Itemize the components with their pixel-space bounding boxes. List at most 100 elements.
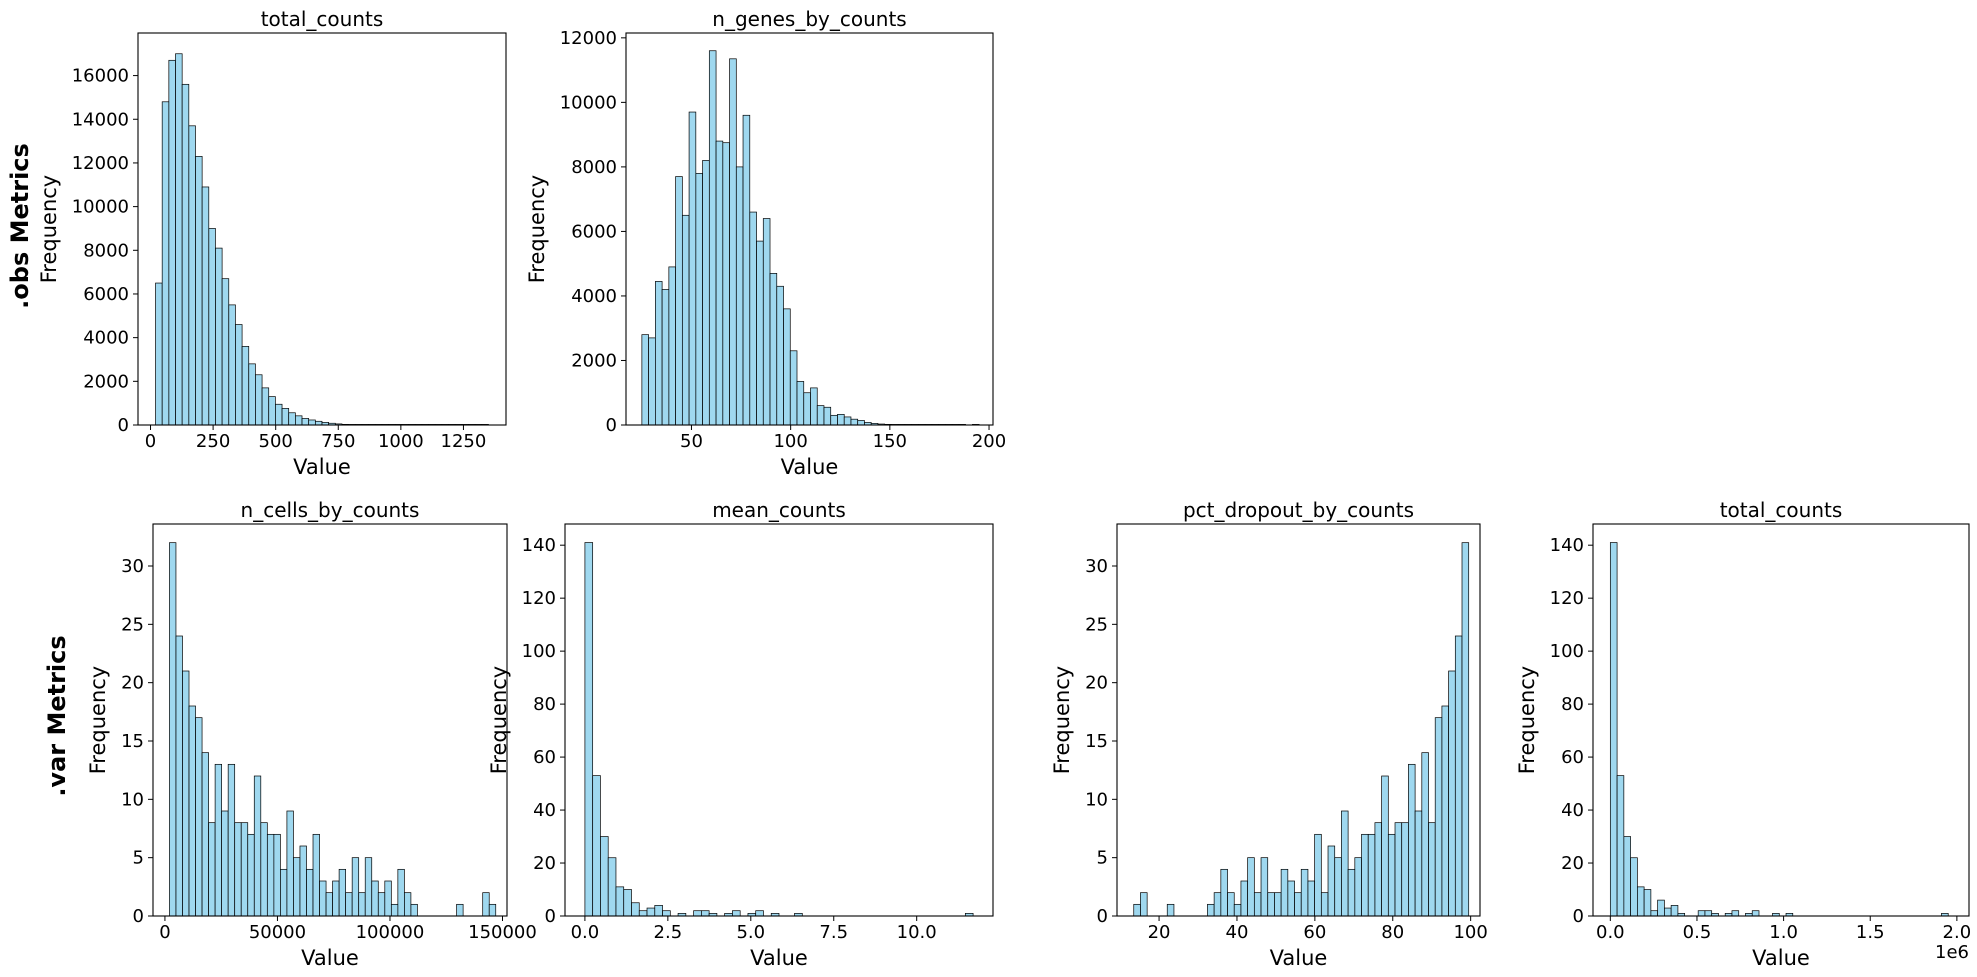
chart-2-bar [735, 166, 744, 426]
chart-3-bar [482, 892, 490, 917]
chart-1-bar [228, 304, 236, 426]
chart-5-axes-frame [1116, 523, 1481, 917]
chart-5-bar [1441, 705, 1449, 917]
chart-2-bar [816, 405, 825, 426]
chart-3-bar [240, 822, 249, 917]
chart-1-bar [241, 346, 250, 426]
chart-3-bar [299, 845, 307, 917]
chart-5-bar [1233, 903, 1242, 917]
chart-6-bar [1609, 542, 1618, 917]
chart-5-bar [1227, 892, 1235, 917]
chart-1-x-tick-label: 500 [259, 431, 293, 452]
chart-4-axes-frame [564, 523, 994, 917]
chart-1-bar [288, 412, 296, 426]
chart-6-bar [1657, 899, 1665, 917]
chart-3-bar [195, 717, 203, 917]
chart-5-bar [1394, 822, 1403, 917]
chart-6-y-tick-label: 40 [1561, 800, 1584, 821]
chart-2-bar [729, 58, 737, 426]
chart-4-bar [592, 775, 601, 917]
chart-3-y-axis-label: Frequency [86, 666, 110, 775]
chart-1-x-tick-label: 750 [321, 431, 355, 452]
chart-5-bar [1434, 717, 1443, 917]
chart-3-x-tick-label: 0 [159, 922, 170, 943]
chart-1-x-tick-label: 1000 [378, 431, 424, 452]
chart-2-x-tick-label: 100 [773, 431, 807, 452]
chart-2-bar [776, 285, 784, 426]
chart-5-bar [1448, 670, 1456, 917]
chart-3-bar [456, 903, 464, 917]
chart-1-y-tick-label: 16000 [72, 66, 129, 87]
chart-2-bar [702, 160, 710, 426]
chart-4-bar [638, 910, 648, 917]
chart-6-title: total_counts [1720, 498, 1843, 522]
chart-1-x-tick-label: 250 [196, 431, 230, 452]
chart-5-x-tick-label: 80 [1381, 922, 1404, 943]
chart-3-bar [266, 833, 275, 917]
chart-6-bar [1670, 905, 1679, 917]
chart-3-bar [325, 892, 333, 917]
chart-4-bar [654, 905, 663, 917]
chart-5-bar [1280, 868, 1289, 917]
chart-6-y-tick-label: 120 [1550, 588, 1584, 609]
chart-5-bar [1207, 903, 1215, 917]
chart-4-y-tick-label: 80 [533, 694, 556, 715]
chart-3-bar [260, 822, 268, 917]
chart-5-bar [1213, 892, 1222, 917]
chart-3-bar [488, 903, 497, 917]
chart-6-bar [1697, 910, 1706, 917]
chart-6-x-tick-label: 1.0 [1769, 922, 1798, 943]
chart-6-bar [1623, 836, 1631, 917]
chart-4-y-tick-label: 120 [522, 588, 556, 609]
chart-3-bar [247, 833, 255, 917]
chart-4-x-tick-label: 0.0 [571, 922, 600, 943]
chart-5-x-tick-label: 40 [1226, 922, 1249, 943]
chart-3-bar [293, 857, 301, 917]
chart-3-bar [221, 810, 229, 917]
chart-6-x-tick-label: 0.0 [1596, 922, 1625, 943]
chart-2-bar [823, 406, 832, 426]
chart-2-bar [789, 350, 798, 426]
var-row-label: .var Metrics [43, 635, 71, 797]
chart-3-bar [175, 635, 183, 917]
chart-6-bar [1704, 910, 1713, 917]
chart-3-bar [169, 542, 177, 917]
chart-4-bar [623, 889, 632, 917]
chart-4-bar [584, 542, 594, 917]
chart-2-x-axis-label: Value [781, 455, 839, 479]
chart-3-bar [338, 868, 346, 917]
chart-2-bar [648, 337, 656, 426]
chart-2-y-tick-label: 10000 [560, 92, 617, 113]
chart-1-bar [255, 374, 263, 426]
chart-5-bar [1387, 833, 1396, 917]
chart-1-bar [235, 324, 243, 426]
chart-5-bar [1367, 833, 1376, 917]
chart-6-y-axis-label: Frequency [1515, 666, 1539, 775]
chart-6-x-tick-label: 1.5 [1856, 922, 1885, 943]
chart-4-bar [646, 907, 656, 917]
chart-5-bar [1381, 775, 1389, 917]
chart-1-bar [281, 408, 290, 426]
chart-4-bar [607, 857, 617, 917]
chart-4-bar [732, 910, 741, 917]
chart-2-bar [783, 308, 791, 426]
chart-3-y-tick-label: 20 [121, 673, 144, 694]
chart-1-y-tick-label: 14000 [72, 109, 129, 130]
chart-3-bar [286, 810, 294, 917]
chart-3-bar [404, 892, 412, 917]
chart-5-bar [1240, 880, 1248, 917]
chart-3-x-tick-label: 50000 [249, 922, 306, 943]
chart-6-y-tick-label: 0 [1573, 906, 1584, 927]
chart-2-bar [695, 172, 703, 426]
chart-2-bar [655, 281, 663, 426]
chart-4-x-tick-label: 7.5 [819, 922, 848, 943]
chart-2-bar [708, 50, 717, 426]
chart-4-title: mean_counts [712, 498, 846, 522]
chart-4-y-tick-label: 100 [522, 641, 556, 662]
chart-3-bar [201, 752, 209, 917]
chart-3-x-tick-label: 100000 [356, 922, 425, 943]
chart-5-bar [1320, 892, 1329, 917]
chart-2-bar [756, 240, 764, 426]
chart-1-bar [248, 363, 256, 426]
chart-2-y-tick-label: 0 [606, 415, 617, 436]
